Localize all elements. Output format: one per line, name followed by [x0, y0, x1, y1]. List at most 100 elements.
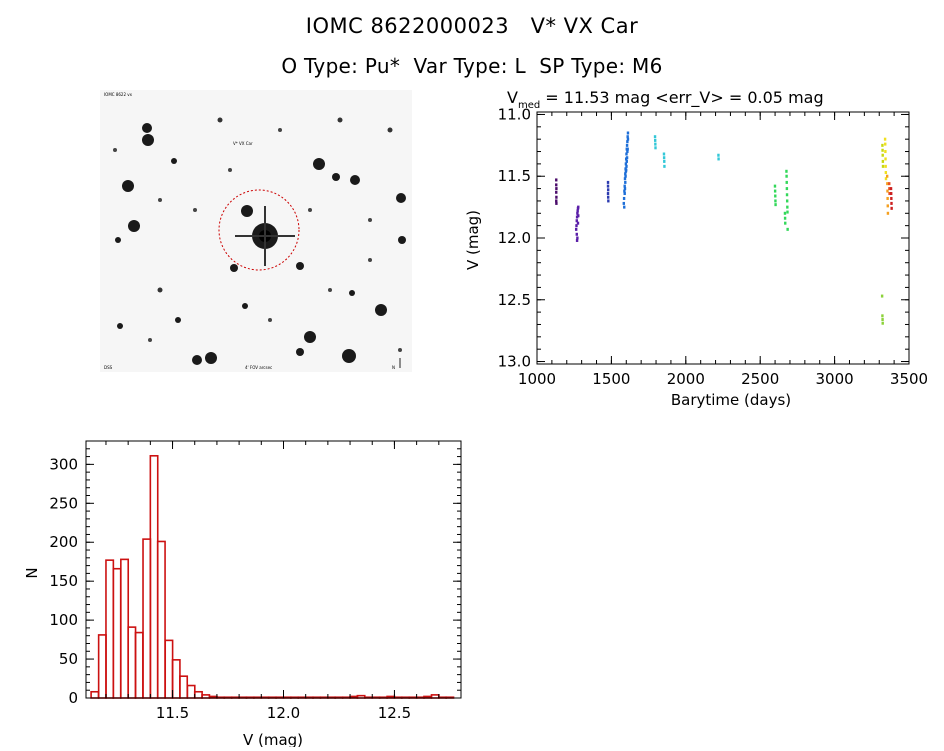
hist-x-axis-label: V (mag) [243, 731, 303, 747]
hist-x-tick-label-1: 12.0 [267, 704, 300, 722]
lc-point-s4-26 [626, 150, 629, 154]
lc-point-s4-0 [622, 201, 626, 205]
hist-y-tick-label-2: 100 [49, 611, 78, 629]
lc-point-s2-2 [575, 219, 578, 223]
lc-point-s10-0 [885, 174, 889, 178]
hist-bar-2 [105, 559, 115, 699]
lc-point-s2-8 [575, 232, 578, 236]
lc-point-s4-17 [624, 180, 627, 184]
sky-image: IOMC 8622 vx V* VX Car DSS 4' FOV arcsec… [100, 90, 412, 372]
hist-bar-5 [127, 626, 137, 699]
hist-bar-8 [149, 454, 159, 699]
lc-point-s4-15 [623, 205, 626, 209]
lc-point-s12-4 [890, 206, 893, 210]
hist-bar-9 [156, 540, 166, 699]
sky-label-bottom-right: N [392, 365, 395, 370]
lc-point-s9-5 [884, 171, 888, 175]
lc-x-axis-label: Barytime (days) [671, 391, 791, 409]
lc-point-s2-12 [577, 214, 580, 218]
lc-point-s4-13 [626, 135, 629, 139]
lc-point-s6-14 [786, 205, 789, 209]
hist-bar-11 [171, 659, 181, 699]
lc-point-s4-12 [626, 140, 629, 144]
lc-point-s5-2 [654, 142, 657, 146]
lc-point-s8-1 [881, 148, 884, 152]
histogram-svg: 11.5 12.0 12.5 0 50 100 150 200 250 300 V (mag) N [23, 440, 462, 749]
lc-point-s7-3 [881, 321, 884, 325]
lc-point-s6-5 [783, 211, 787, 215]
lc-point-s6-11 [785, 187, 789, 191]
lc-point-s3-2 [606, 188, 610, 192]
chart-title-object: IOMC 8622000023 V* VX Car [305, 14, 639, 38]
hist-axes-group: 11.5 12.0 12.5 0 50 100 150 200 250 300 [49, 440, 462, 722]
hist-y-tick-label-6: 300 [49, 455, 78, 473]
lc-point-s4-5 [624, 172, 627, 176]
lc-point-s6-0 [773, 184, 777, 188]
lc-point-s8-0 [881, 143, 884, 147]
hist-bar-14 [193, 690, 203, 699]
lc-point-s12-0 [889, 187, 893, 191]
lc-point-s11-0 [888, 182, 891, 186]
lc-point-s6-8 [785, 169, 788, 173]
lc-point-s8-2 [881, 153, 884, 157]
lc-point-s9-2 [884, 150, 887, 154]
lc-point-s1-3 [555, 190, 558, 194]
lc-point-s4-21 [626, 147, 629, 151]
sky-image-svg: IOMC 8622 vx V* VX Car DSS 4' FOV arcsec… [100, 90, 412, 372]
light-curve-svg: Vmed = 11.53 mag <err_V> = 0.05 mag 1000… [464, 88, 928, 409]
lc-point-s6-2 [774, 194, 777, 198]
lc-point-s9-0 [883, 137, 887, 141]
lc-point-s2-1 [575, 224, 578, 228]
lc-point-s6-1 [773, 189, 777, 193]
lc-point-s12-2 [890, 196, 893, 200]
lc-point-s1-1 [555, 183, 558, 187]
hist-y-axis-label: N [23, 567, 41, 578]
lc-point-s9-6 [884, 177, 888, 181]
hist-bar-3 [112, 567, 122, 699]
lc-point-s4-20 [625, 156, 629, 160]
lc-y-tick-label-1: 11.5 [498, 167, 531, 185]
sky-label-target: V* VX Car [233, 141, 253, 146]
lc-point-s2-0 [574, 227, 578, 231]
hist-bars-group [90, 454, 455, 699]
lc-point-s4-3 [623, 184, 626, 188]
lc-point-s10-4 [886, 204, 889, 208]
lc-point-s4-14 [626, 131, 630, 135]
lc-point-s4-24 [624, 168, 628, 172]
histogram-chart: 11.5 12.0 12.5 0 50 100 150 200 250 300 V (mag) N [0, 425, 480, 749]
lc-point-s2-10 [576, 236, 579, 240]
lc-point-s4-25 [625, 159, 628, 163]
star-field [113, 117, 406, 365]
lc-point-s4-1 [622, 196, 626, 200]
hist-bar-13 [186, 684, 196, 699]
lc-point-s5-4 [662, 152, 666, 156]
lc-point-s6-13 [785, 199, 789, 203]
lc-x-tick-label-2: 2000 [667, 370, 705, 388]
lc-y-tick-label-3: 12.5 [498, 291, 531, 309]
lc-point-s5-8 [717, 153, 720, 157]
lc-x-tick-label-3: 2500 [741, 370, 779, 388]
lc-point-s9-4 [884, 164, 887, 168]
lc-point-s5-6 [663, 159, 666, 163]
hist-plot-frame [85, 440, 462, 699]
lc-y-tick-label-0: 11.0 [498, 105, 531, 123]
hist-y-tick-label-3: 150 [49, 572, 78, 590]
hist-x-tick-label-0: 11.5 [156, 704, 189, 722]
hist-bar-12 [179, 675, 189, 699]
lc-point-s1-2 [555, 187, 558, 191]
sky-label-bottom-left: DSS [104, 365, 113, 370]
lc-points-group [555, 131, 893, 325]
hist-bar-0 [90, 690, 100, 699]
lc-x-tick-label-1: 1500 [592, 370, 630, 388]
lc-point-s2-9 [575, 238, 579, 242]
lc-point-s4-7 [624, 162, 628, 166]
lc-x-tick-label-0: 1000 [518, 370, 556, 388]
lc-point-s2-7 [577, 205, 580, 209]
lc-point-s11-2 [888, 192, 891, 196]
lc-y-tick-label-4: 13.0 [498, 353, 531, 371]
hist-bar-4 [120, 558, 130, 699]
lc-point-s5-3 [654, 146, 657, 150]
lc-point-s6-10 [785, 180, 788, 184]
lc-point-s9-1 [884, 142, 887, 146]
lc-point-s8-4 [881, 164, 885, 168]
